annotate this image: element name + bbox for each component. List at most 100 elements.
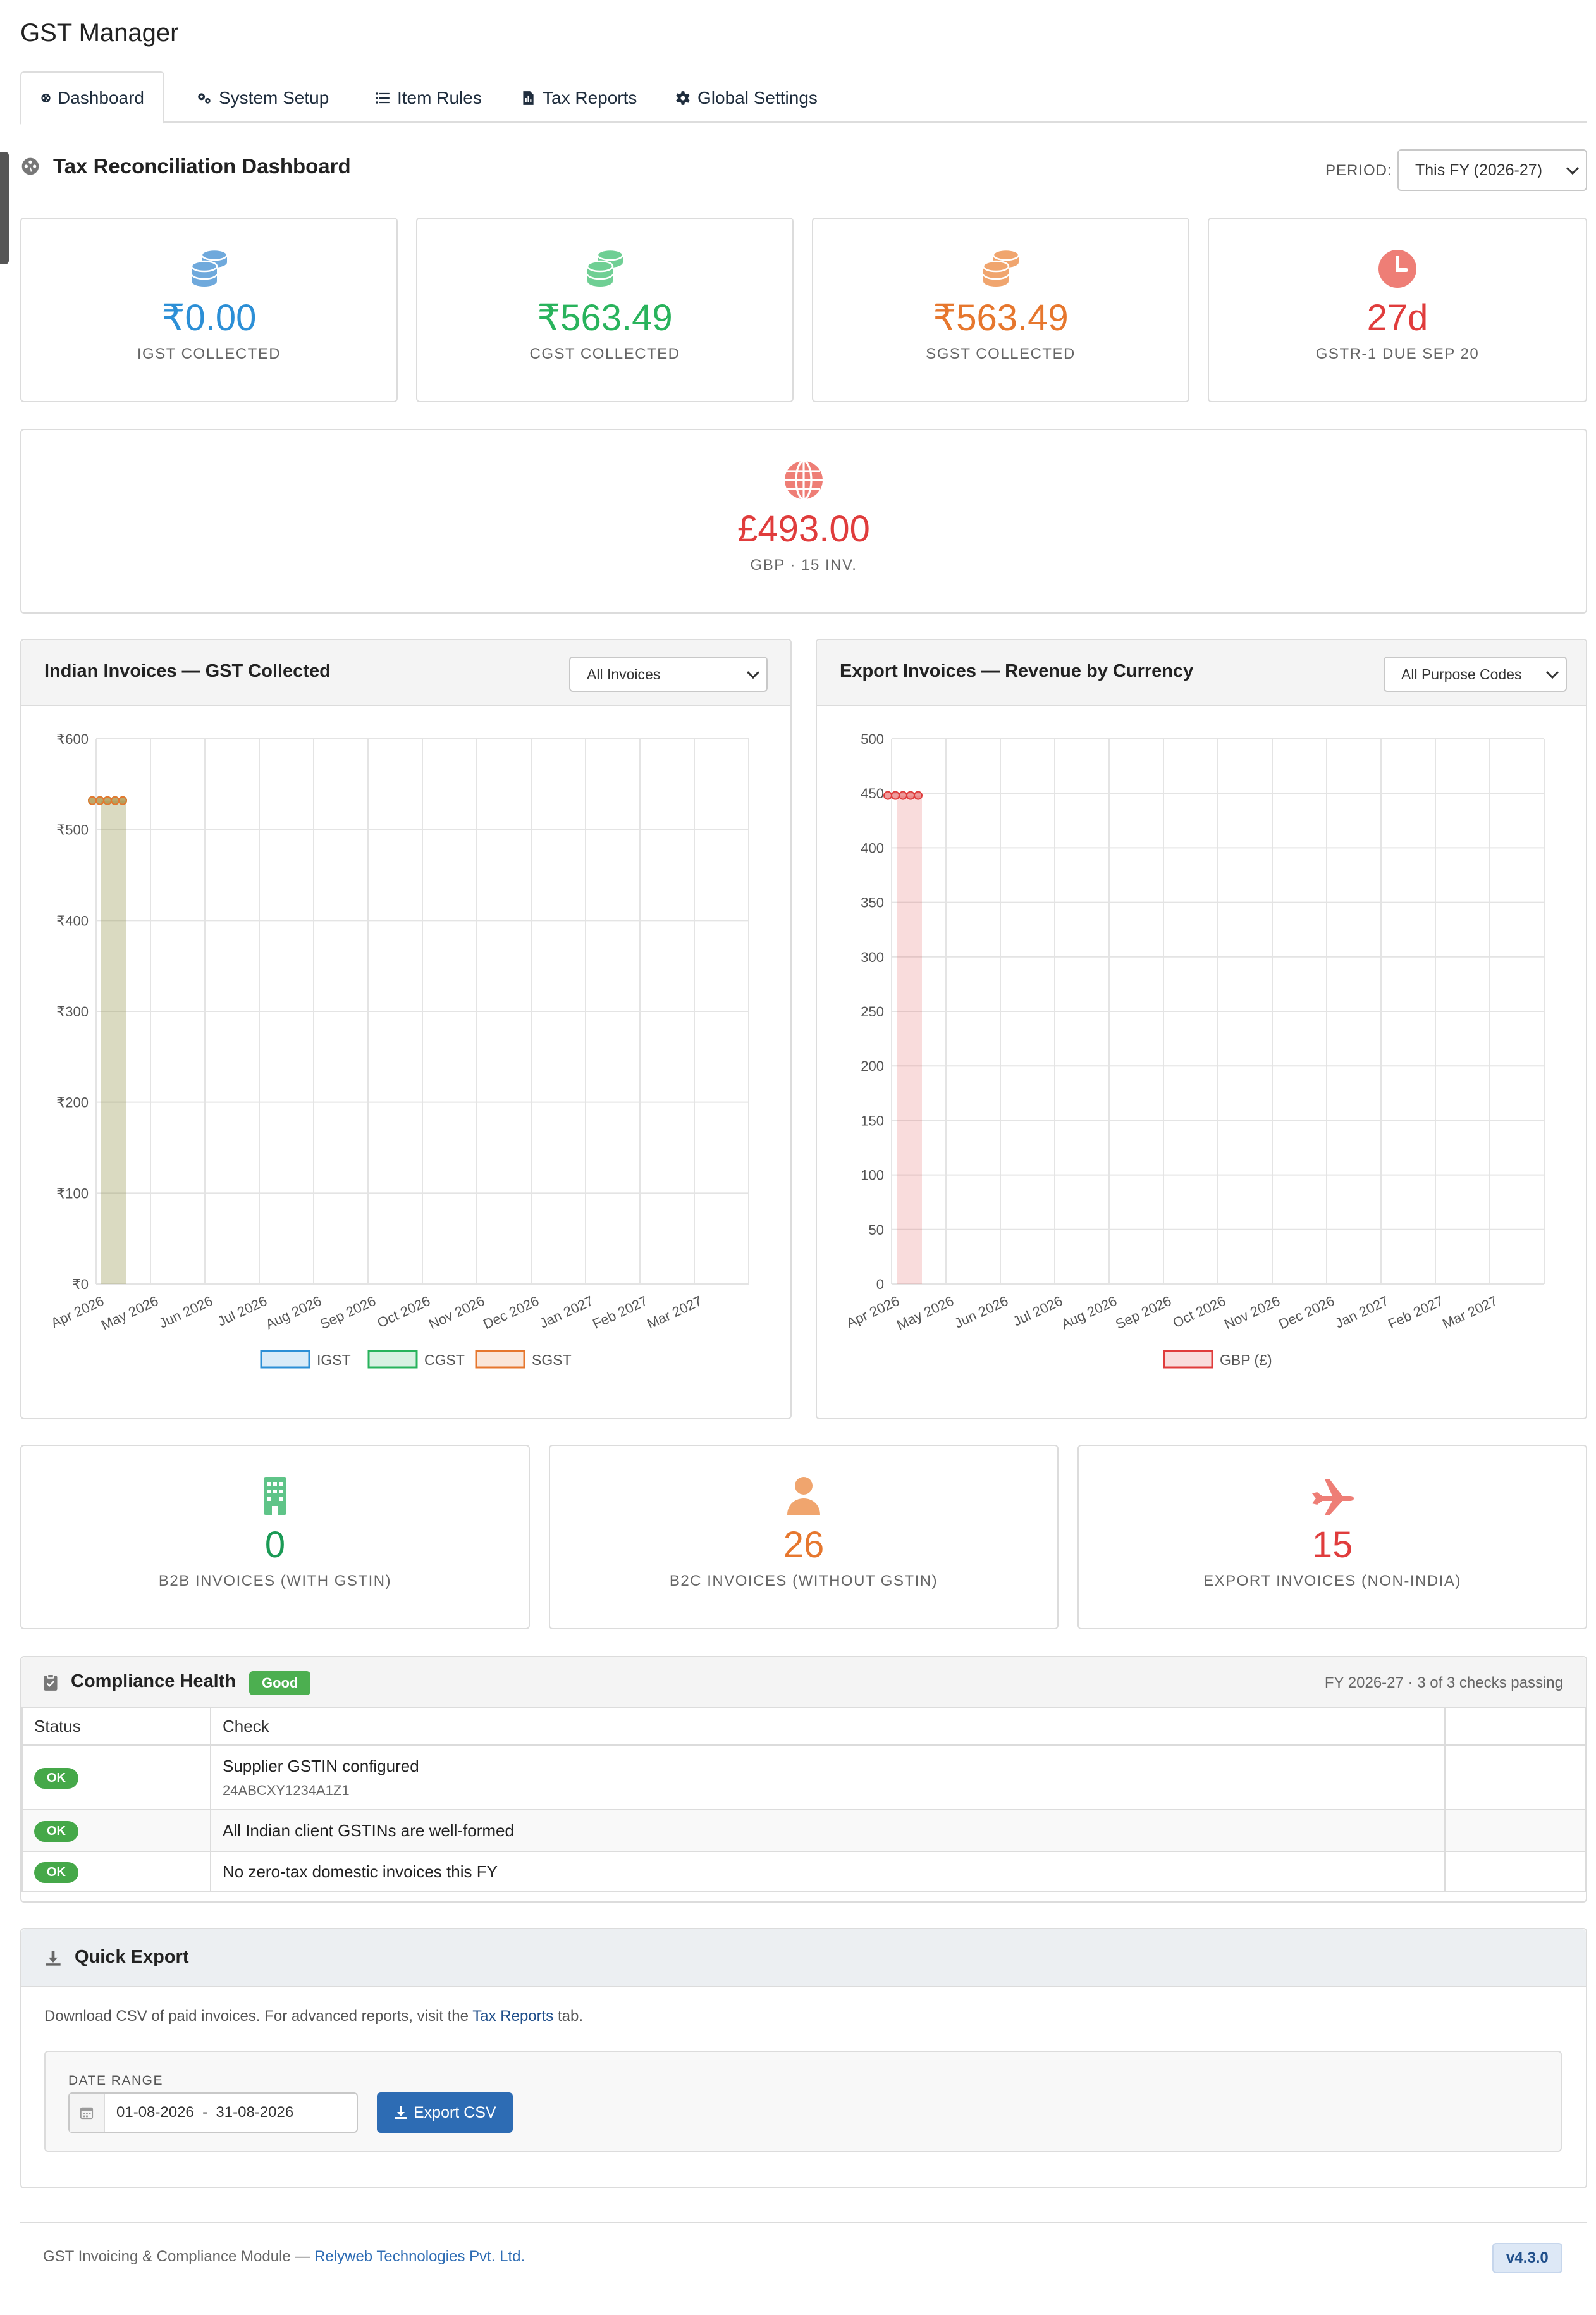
stat-card-gstr1-due: 27d GSTR-1 DUE SEP 20 bbox=[1208, 218, 1587, 402]
file-report-icon bbox=[523, 91, 534, 105]
x-tick-label: Apr 2026 bbox=[49, 1293, 106, 1331]
tab-label: Item Rules bbox=[397, 88, 482, 108]
side-drawer-handle[interactable] bbox=[0, 152, 9, 264]
stat-value: ₹0.00 bbox=[161, 297, 257, 338]
app-title: GST Manager bbox=[20, 19, 179, 47]
tab-dashboard[interactable]: Dashboard bbox=[20, 71, 164, 125]
y-tick-label: ₹200 bbox=[56, 1095, 89, 1111]
x-tick-label: Sep 2026 bbox=[317, 1293, 378, 1332]
list-icon bbox=[376, 92, 390, 104]
export-csv-label: Export CSV bbox=[414, 2103, 496, 2121]
tax-reports-link[interactable]: Tax Reports bbox=[472, 2008, 554, 2025]
y-tick-label: 500 bbox=[861, 731, 884, 747]
table-row: OK All Indian client GSTINs are well-for… bbox=[21, 1809, 1586, 1852]
y-tick-label: 150 bbox=[861, 1113, 884, 1128]
y-tick-label: 200 bbox=[861, 1058, 884, 1074]
tab-item-rules[interactable]: Item Rules bbox=[355, 71, 501, 125]
count-value: 26 bbox=[783, 1524, 825, 1565]
description-text: tab. bbox=[553, 2008, 584, 2025]
tab-global-settings[interactable]: Global Settings bbox=[656, 71, 837, 125]
legend-label: GBP (£) bbox=[1220, 1352, 1272, 1368]
stat-card-igst: ₹0.00 IGST COLLECTED bbox=[20, 218, 398, 402]
date-range-input[interactable]: 01-08-2026 - 31-08-2026 bbox=[68, 2092, 358, 2133]
globe-icon bbox=[785, 460, 823, 500]
data-point bbox=[95, 796, 104, 805]
y-tick-label: 100 bbox=[861, 1168, 884, 1183]
x-tick-label: Feb 2027 bbox=[1385, 1293, 1446, 1332]
x-tick-label: Jan 2027 bbox=[537, 1293, 596, 1331]
gear-icon bbox=[676, 91, 690, 105]
coins-icon bbox=[982, 249, 1019, 287]
footer-text: GST Invoicing & Compliance Module — Rely… bbox=[43, 2248, 525, 2266]
ok-badge: OK bbox=[34, 1767, 78, 1789]
check-name: All Indian client GSTINs are well-formed bbox=[223, 1820, 514, 1840]
export-form: DATE RANGE 01-08-2026 - 31-08-2026 Expor… bbox=[44, 2051, 1562, 2152]
column-header-status: Status bbox=[21, 1707, 211, 1746]
panel-title: Indian Invoices — GST Collected bbox=[44, 661, 331, 681]
x-tick-label: Jul 2026 bbox=[1010, 1293, 1065, 1330]
download-icon bbox=[46, 1951, 61, 1966]
compliance-status-badge: Good bbox=[249, 1671, 311, 1695]
chevron-down-icon bbox=[1546, 666, 1559, 679]
company-link[interactable]: Relyweb Technologies Pvt. Ltd. bbox=[314, 2248, 525, 2265]
user-icon bbox=[787, 1477, 820, 1515]
table-row: OK No zero-tax domestic invoices this FY bbox=[21, 1851, 1586, 1892]
ok-badge: OK bbox=[34, 1861, 78, 1883]
count-value: 15 bbox=[1311, 1524, 1353, 1565]
x-tick-label: Mar 2027 bbox=[644, 1293, 704, 1332]
data-point bbox=[883, 791, 892, 800]
export-total-value: £493.00 bbox=[737, 509, 870, 550]
data-point bbox=[103, 796, 112, 805]
tab-tax-reports[interactable]: Tax Reports bbox=[501, 71, 656, 125]
coins-icon bbox=[190, 249, 228, 287]
gauge-icon bbox=[41, 93, 51, 102]
legend-swatch bbox=[475, 1350, 525, 1369]
stat-value: 27d bbox=[1366, 297, 1428, 338]
y-tick-label: 400 bbox=[861, 840, 884, 856]
check-detail: 24ABCXY1234A1Z1 bbox=[223, 1782, 350, 1798]
version-badge: v4.3.0 bbox=[1492, 2243, 1562, 2273]
x-tick-label: Jan 2027 bbox=[1332, 1293, 1391, 1331]
bar-cgst bbox=[101, 800, 126, 1284]
tab-label: Tax Reports bbox=[543, 88, 637, 108]
check-cell: All Indian client GSTINs are well-formed bbox=[210, 1809, 1446, 1852]
stat-value: ₹563.49 bbox=[933, 297, 1069, 338]
x-tick-label: Mar 2027 bbox=[1440, 1293, 1500, 1332]
x-tick-label: Oct 2026 bbox=[1170, 1293, 1228, 1331]
x-tick-label: Oct 2026 bbox=[375, 1293, 433, 1331]
status-cell: OK bbox=[21, 1744, 211, 1810]
table-row: OK Supplier GSTIN configured 24ABCXY1234… bbox=[21, 1744, 1586, 1810]
y-tick-label: ₹600 bbox=[56, 731, 89, 747]
quick-export-panel: Quick Export Download CSV of paid invoic… bbox=[20, 1928, 1587, 2188]
x-tick-label: Aug 2026 bbox=[263, 1293, 324, 1332]
tab-label: Global Settings bbox=[697, 88, 818, 108]
empty-cell bbox=[1444, 1851, 1586, 1892]
x-tick-label: Apr 2026 bbox=[844, 1293, 902, 1331]
period-select[interactable]: This FY (2026-27) bbox=[1397, 149, 1587, 191]
count-label: B2B INVOICES (WITH GSTIN) bbox=[158, 1572, 392, 1590]
dashboard-title: Tax Reconciliation Dashboard bbox=[53, 154, 351, 178]
stat-value: ₹563.49 bbox=[537, 297, 673, 338]
panel-header: Compliance Health Good FY 2026-27 · 3 of… bbox=[21, 1657, 1586, 1708]
description-text: Download CSV of paid invoices. For advan… bbox=[44, 2008, 473, 2025]
x-tick-label: May 2026 bbox=[894, 1293, 956, 1333]
status-cell: OK bbox=[21, 1851, 211, 1892]
dashboard-heading: Tax Reconciliation Dashboard bbox=[20, 154, 351, 178]
compliance-checks-table: Status Check OK Supplier GSTIN configure… bbox=[21, 1707, 1586, 1892]
quick-export-description: Download CSV of paid invoices. For advan… bbox=[44, 2008, 583, 2025]
panel-header: Quick Export bbox=[21, 1929, 1586, 1987]
tab-system-setup[interactable]: System Setup bbox=[177, 71, 348, 125]
gears-icon bbox=[198, 93, 211, 104]
ok-badge: OK bbox=[34, 1820, 78, 1842]
count-label: B2C INVOICES (WITHOUT GSTIN) bbox=[669, 1572, 938, 1590]
check-name: No zero-tax domestic invoices this FY bbox=[223, 1861, 498, 1881]
check-cell: Supplier GSTIN configured 24ABCXY1234A1Z… bbox=[210, 1744, 1446, 1810]
export-csv-button[interactable]: Export CSV bbox=[377, 2092, 513, 2133]
calendar-icon bbox=[80, 2107, 94, 2120]
invoice-filter-select[interactable]: All Invoices bbox=[569, 657, 768, 692]
purpose-code-filter-select[interactable]: All Purpose Codes bbox=[1384, 657, 1567, 692]
stat-label: SGST COLLECTED bbox=[926, 345, 1076, 362]
y-tick-label: 350 bbox=[861, 895, 884, 911]
x-tick-label: Dec 2026 bbox=[1276, 1293, 1337, 1332]
